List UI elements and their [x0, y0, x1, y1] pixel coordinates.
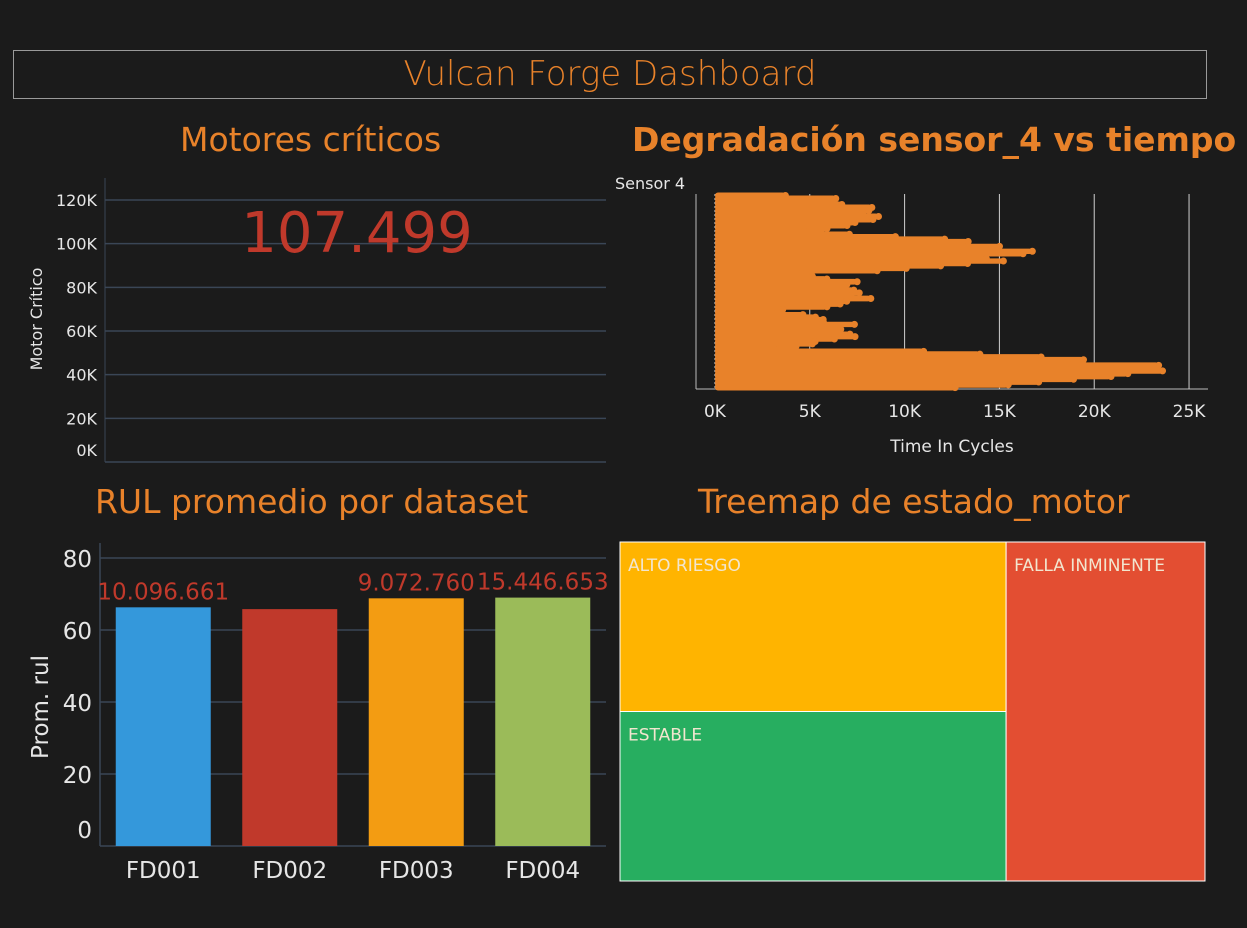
treemap-tile-label: ALTO RIESGO	[628, 556, 741, 576]
treemap-tile-falla-inminente	[1005, 541, 1206, 882]
scatter-point	[823, 225, 831, 232]
kpi-y-tick-label: 40K	[66, 366, 97, 385]
scatter-points	[714, 192, 1167, 392]
kpi-y-tick-label: 120K	[56, 191, 98, 210]
treemap-tile-estable	[619, 711, 1007, 882]
bar-data-label: 9.072.760	[358, 570, 475, 596]
scatter-point	[1028, 247, 1036, 255]
treemap-tile-alto-riesgo	[619, 541, 1007, 712]
scatter-point	[937, 262, 945, 270]
scatter-point	[951, 384, 959, 392]
scatter-point	[1155, 361, 1163, 369]
scatter-x-tick-label: 5K	[799, 402, 822, 422]
scatter-point	[964, 238, 972, 246]
kpi-y-tick-label: 100K	[56, 235, 98, 254]
bar-fd004	[495, 597, 591, 846]
bar-category-label: FD003	[379, 858, 454, 884]
scatter-x-tick-label: 0K	[704, 402, 727, 422]
bar-y-axis-label: Prom. rul	[28, 655, 54, 759]
kpi-value: 107.499	[241, 201, 473, 266]
scatter-point	[902, 264, 910, 272]
bar-data-label: 10.096.661	[97, 579, 229, 605]
scatter-point	[1159, 367, 1167, 375]
bar-y-tick-label: 80	[63, 547, 92, 573]
scatter-point	[843, 222, 851, 229]
bar-fd001	[115, 607, 211, 846]
scatter-point	[836, 300, 844, 308]
scatter-point	[875, 213, 883, 220]
rul-bar-chart: 0 20 40 60 80 Prom. rul FD001 10.096.661 FD002 FD…	[28, 543, 609, 884]
scatter-point	[873, 267, 881, 275]
scatter-point	[964, 259, 972, 267]
scatter-point	[999, 257, 1007, 265]
dashboard-title: Vulcan Forge Dashboard	[13, 50, 1207, 99]
degradation-scatter-chart: 0K 5K 10K 15K 20K 25K Time In Cycles Sensor 4	[615, 174, 1208, 457]
kpi-y-tick-label: 60K	[66, 322, 97, 341]
kpi-panel-title: Motores críticos	[180, 120, 442, 159]
bar-y-tick-label: 40	[63, 691, 92, 717]
treemap-tile-label: ESTABLE	[628, 726, 702, 746]
kpi-y-tick-label: 80K	[66, 278, 97, 297]
scatter-point	[808, 340, 816, 348]
bar-y-tick-label: 20	[63, 763, 92, 789]
scatter-point-row	[714, 384, 956, 391]
kpi-y-axis-label: Motor Crítico	[27, 268, 46, 371]
bar-data-label: 15.446.653	[477, 570, 609, 596]
scatter-point	[823, 303, 831, 311]
rul-panel-title: RUL promedio por dataset	[95, 482, 529, 521]
estado-motor-treemap: ALTO RIESGO ESTABLE FALLA INMINENTE	[619, 541, 1206, 882]
scatter-x-axis-label: Time In Cycles	[889, 437, 1014, 457]
bar-fd002	[242, 609, 338, 846]
scatter-point	[1080, 356, 1088, 364]
scatter-point	[830, 335, 838, 343]
scatter-point	[1124, 370, 1132, 378]
scatter-y-axis-label: Sensor 4	[615, 174, 685, 193]
treemap-tile-label: FALLA INMINENTE	[1014, 556, 1165, 576]
scatter-point	[792, 342, 800, 350]
bar-category-label: FD004	[505, 858, 580, 884]
scatter-point	[1035, 378, 1043, 386]
scatter-point	[1019, 250, 1027, 258]
scatter-point	[855, 289, 863, 297]
scatter-point	[1107, 372, 1115, 380]
scatter-x-tick-label: 15K	[983, 402, 1017, 422]
kpi-chart: 0K 20K 40K 60K 80K 100K 120K Motor Crítico 107.4…	[27, 178, 606, 463]
scatter-point	[843, 297, 851, 305]
degradation-panel-title: Degradación sensor_4 vs tiempo	[632, 120, 1237, 159]
scatter-point	[867, 294, 875, 302]
bar-y-tick-label: 0	[77, 818, 92, 844]
bar-y-tick-label: 60	[63, 619, 92, 645]
scatter-point	[996, 242, 1004, 250]
bar-category-label: FD002	[252, 858, 327, 884]
scatter-point	[865, 207, 873, 214]
kpi-y-tick-label: 20K	[66, 409, 97, 428]
scatter-point	[853, 278, 861, 286]
scatter-point	[850, 320, 858, 328]
scatter-point	[1070, 375, 1078, 383]
treemap-panel-title: Treemap de estado_motor	[698, 482, 1130, 521]
scatter-point	[1004, 381, 1012, 389]
bar-category-label: FD001	[126, 858, 201, 884]
scatter-x-tick-label: 10K	[888, 402, 922, 422]
bar-fd003	[368, 598, 464, 846]
scatter-point	[851, 219, 859, 226]
scatter-point	[869, 216, 877, 223]
kpi-y-tick-label: 0K	[76, 441, 97, 460]
scatter-x-tick-label: 25K	[1173, 402, 1207, 422]
scatter-x-tick-label: 20K	[1078, 402, 1112, 422]
scatter-point	[851, 333, 859, 341]
